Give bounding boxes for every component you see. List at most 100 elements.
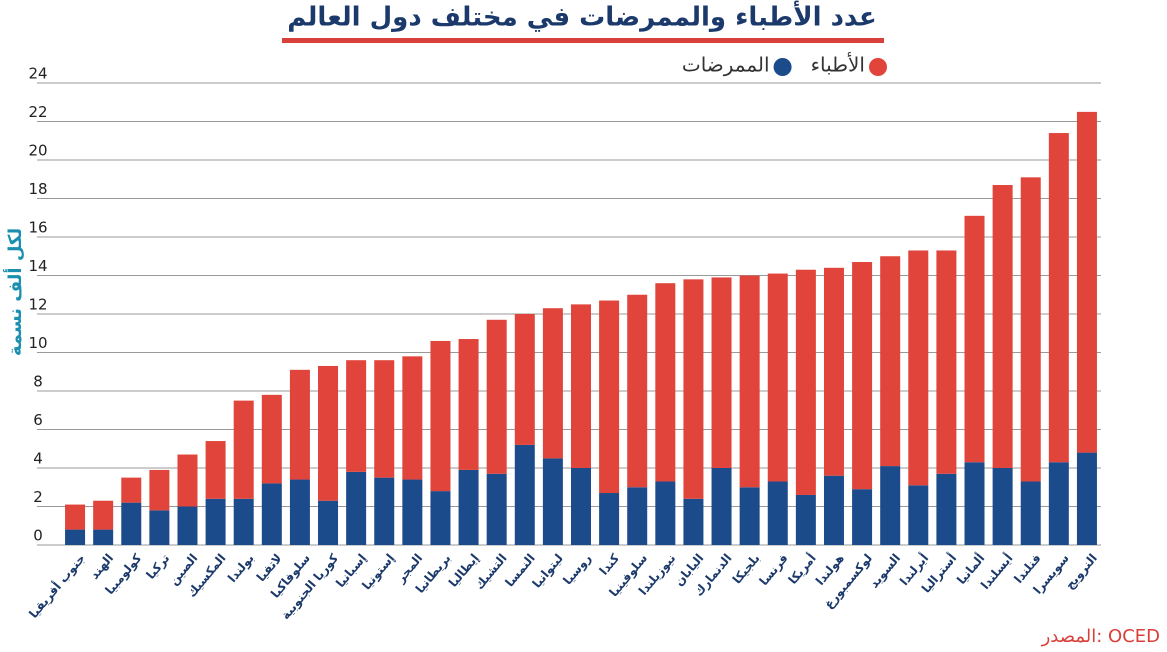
bar-segment bbox=[655, 283, 676, 482]
bar-segment bbox=[964, 215, 985, 463]
bar-segment bbox=[767, 273, 788, 482]
bar-segment bbox=[571, 304, 591, 468]
bar-segment bbox=[739, 275, 760, 488]
y-tick-label: 12 bbox=[28, 296, 47, 314]
bar-segment bbox=[486, 319, 507, 474]
bar-segment bbox=[261, 483, 282, 545]
bar-segment bbox=[261, 394, 282, 484]
y-tick-label: 18 bbox=[28, 180, 47, 198]
bar-segment bbox=[711, 468, 732, 545]
y-tick-label: 4 bbox=[33, 450, 43, 468]
bar-segment bbox=[149, 510, 170, 545]
y-tick-label: 14 bbox=[28, 257, 47, 275]
bar-segment bbox=[936, 473, 957, 545]
bar-segment bbox=[177, 454, 198, 507]
bar-segment bbox=[205, 498, 226, 545]
bar-segment bbox=[992, 185, 1013, 468]
bar-segment bbox=[374, 477, 395, 545]
source: المصدر: OCED bbox=[1041, 626, 1160, 647]
legend-label: الممرضات bbox=[682, 53, 770, 77]
y-tick-label: 22 bbox=[28, 103, 47, 121]
legend-swatch bbox=[773, 58, 792, 76]
x-tick-label: ليتوانيا bbox=[530, 551, 567, 591]
bar-segment bbox=[908, 250, 929, 486]
bar-segment bbox=[346, 360, 367, 472]
bar-segment bbox=[542, 458, 563, 545]
title-underline bbox=[282, 38, 884, 43]
bar-segment bbox=[121, 477, 142, 503]
bar-segment bbox=[346, 471, 367, 545]
bar-segment bbox=[908, 485, 929, 545]
bar-segment bbox=[571, 468, 591, 545]
bar-segment bbox=[655, 481, 676, 545]
bar-segment bbox=[93, 500, 114, 530]
bar-segment bbox=[627, 294, 648, 488]
y-tick-label: 20 bbox=[28, 142, 47, 160]
bar-segment bbox=[795, 269, 816, 495]
bar-segment bbox=[683, 498, 704, 545]
bar-segment bbox=[852, 262, 873, 490]
bar-segment bbox=[599, 300, 620, 494]
bar-segment bbox=[65, 529, 86, 545]
bar-segment bbox=[458, 339, 479, 470]
y-tick-label: 0 bbox=[33, 527, 43, 545]
bar-segment bbox=[402, 479, 423, 545]
bar-segment bbox=[992, 468, 1013, 545]
bar-segment bbox=[486, 473, 507, 545]
bar-segment bbox=[542, 308, 563, 459]
y-axis-label: لكل ألف نسمة bbox=[3, 228, 26, 356]
x-tick-label: أمريكا bbox=[785, 551, 819, 587]
y-tick-label: 8 bbox=[33, 373, 43, 391]
x-tick-label: بولندا bbox=[225, 551, 257, 586]
bar-segment bbox=[823, 267, 844, 476]
y-tick-label: 6 bbox=[33, 411, 43, 429]
bar-segment bbox=[374, 360, 395, 478]
x-tick-label: فرنسا bbox=[757, 551, 791, 588]
bar-segment bbox=[1048, 133, 1069, 463]
x-tick-label: كندا bbox=[597, 551, 622, 578]
bar-segment bbox=[318, 365, 339, 501]
bar-segment bbox=[627, 487, 648, 545]
x-tick-label: روسيا bbox=[560, 551, 594, 588]
bar-segment bbox=[823, 475, 844, 545]
bar-segment bbox=[121, 502, 142, 545]
bar-segment bbox=[458, 469, 479, 545]
bar-segment bbox=[683, 279, 704, 499]
bar-segment bbox=[233, 400, 254, 499]
bar-segment bbox=[964, 462, 985, 545]
y-tick-label: 2 bbox=[33, 488, 43, 506]
bar-segment bbox=[880, 256, 901, 467]
bar-segment bbox=[1048, 462, 1069, 545]
bar-segment bbox=[177, 506, 198, 545]
bar-segment bbox=[402, 356, 423, 480]
bar-segment bbox=[289, 369, 310, 480]
bar-segment bbox=[318, 500, 339, 545]
bar-segment bbox=[149, 469, 170, 511]
chart-title: عدد الأطباء والممرضات في مختلف دول العال… bbox=[287, 1, 876, 33]
bar-segment bbox=[739, 487, 760, 545]
bar-segment bbox=[65, 504, 86, 530]
bar-segment bbox=[1020, 481, 1041, 545]
legend-swatch bbox=[869, 58, 887, 76]
bar-segment bbox=[205, 441, 226, 499]
x-tick-label: السويد bbox=[867, 551, 904, 591]
bar-segment bbox=[936, 250, 957, 474]
bar-segment bbox=[795, 494, 816, 545]
bar-segment bbox=[1076, 452, 1097, 545]
bar-segment bbox=[233, 498, 254, 545]
y-tick-label: 10 bbox=[28, 334, 47, 352]
x-tick-label: جنوب أفريقيا bbox=[26, 551, 89, 622]
bar-segment bbox=[430, 491, 451, 545]
bar-segment bbox=[711, 277, 732, 468]
bar-segment bbox=[514, 444, 535, 545]
bar-segment bbox=[289, 479, 310, 545]
bar-segment bbox=[514, 314, 535, 445]
y-tick-label: 24 bbox=[28, 65, 47, 83]
y-tick-label: 16 bbox=[28, 219, 47, 237]
bar-segment bbox=[767, 481, 788, 545]
bar-segment bbox=[852, 489, 873, 545]
bar-segment bbox=[93, 529, 114, 545]
bar-segment bbox=[599, 493, 620, 545]
bar-segment bbox=[1076, 111, 1097, 453]
